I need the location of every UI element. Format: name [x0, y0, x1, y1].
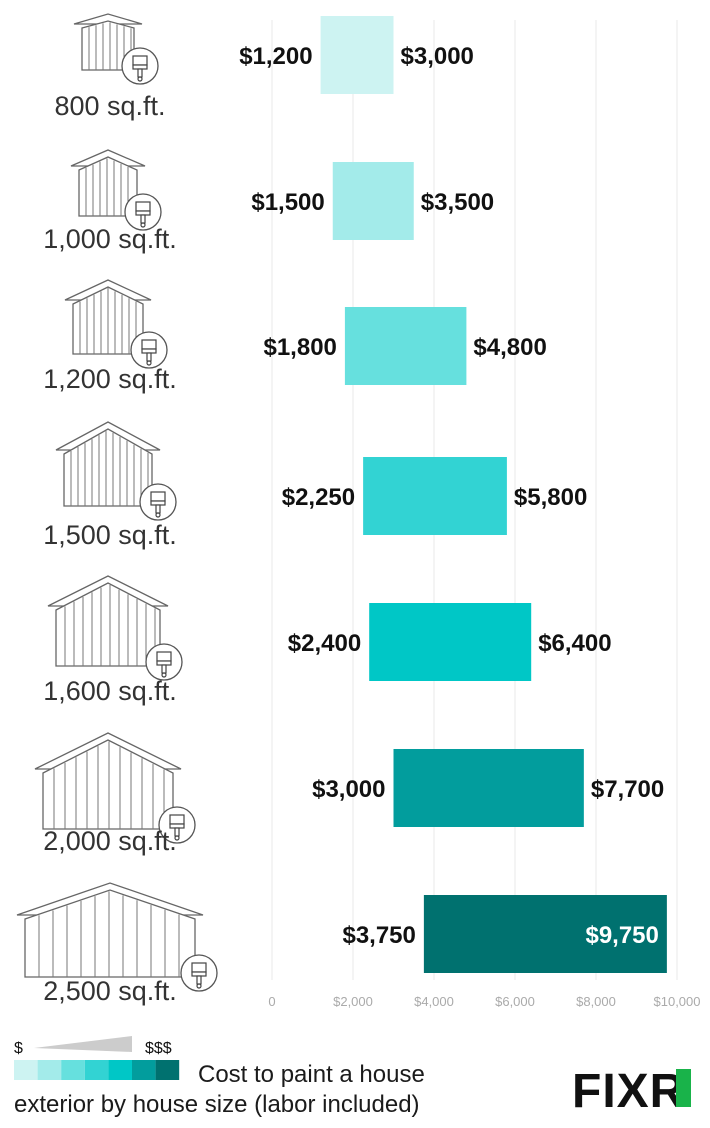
x-tick-label: 0 — [268, 994, 275, 1009]
high-value-label: $4,800 — [473, 334, 546, 361]
house-icon — [47, 575, 169, 667]
bars-layer — [320, 16, 667, 973]
low-value-label: $1,800 — [263, 334, 336, 361]
x-tick-label: $8,000 — [576, 994, 616, 1009]
house-size-label: 1,000 sq.ft. — [43, 224, 177, 254]
legend-swatch — [132, 1060, 156, 1080]
labels-layer: $1,200 $3,000 $1,500 $3,500 $1,800 $4,800 $2,2… — [239, 43, 664, 949]
paint-brush-icon — [145, 643, 183, 681]
legend-swatch — [108, 1060, 132, 1080]
house-size-label: 2,000 sq.ft. — [43, 826, 177, 856]
low-value-label: $1,500 — [251, 189, 324, 216]
high-value-label: $9,750 — [585, 922, 658, 949]
house-size-label: 1,600 sq.ft. — [43, 676, 177, 706]
house-icon — [73, 13, 143, 71]
legend-swatch — [155, 1060, 180, 1080]
range-bar — [363, 457, 507, 535]
paint-brush-icon — [158, 806, 196, 844]
legend-swatches — [14, 1060, 180, 1080]
high-value-label: $6,400 — [538, 630, 611, 657]
low-value-label: $2,250 — [282, 484, 355, 511]
x-tick-label: $10,000 — [654, 994, 701, 1009]
fixr-logo: FIXR — [572, 1065, 691, 1118]
low-value-label: $3,000 — [312, 776, 385, 803]
paint-brush-icon — [139, 483, 177, 521]
range-bar — [393, 749, 584, 827]
range-bar — [423, 895, 667, 973]
legend-swatch — [14, 1060, 38, 1080]
legend-swatch — [37, 1060, 62, 1080]
range-bar — [369, 603, 532, 681]
house-size-label: 800 sq.ft. — [54, 91, 165, 121]
range-bar — [344, 307, 467, 385]
legend-high-label: $$$ — [145, 1040, 172, 1057]
house-icon — [55, 421, 161, 507]
x-tick-label: $4,000 — [414, 994, 454, 1009]
legend-swatch — [84, 1060, 109, 1080]
range-bar — [320, 16, 394, 94]
paint-brush-icon — [121, 47, 159, 85]
houses-layer: 800 sq.ft. 1,000 sq.ft. 1,200 sq.ft. 1,500 … — [16, 13, 218, 1006]
low-value-label: $2,400 — [288, 630, 361, 657]
legend-low-label: $ — [14, 1040, 23, 1057]
house-size-label: 1,500 sq.ft. — [43, 520, 177, 550]
house-size-label: 1,200 sq.ft. — [43, 364, 177, 394]
x-tick-label: $6,000 — [495, 994, 535, 1009]
paint-brush-icon — [180, 954, 218, 992]
house-icon — [16, 882, 204, 978]
high-value-label: $3,500 — [421, 189, 494, 216]
house-icon — [70, 149, 146, 217]
high-value-label: $5,800 — [514, 484, 587, 511]
house-icon — [64, 279, 152, 355]
x-axis-ticks: 0 $2,000 $4,000 $6,000 $8,000 $10,000 — [268, 994, 700, 1009]
logo-wordmark: FIXR — [572, 1065, 685, 1118]
paint-brush-icon — [124, 193, 162, 231]
x-tick-label: $2,000 — [333, 994, 373, 1009]
high-value-label: $3,000 — [401, 43, 474, 70]
legend-wedge — [34, 1036, 132, 1052]
house-icon — [34, 732, 182, 830]
low-value-label: $3,750 — [342, 922, 415, 949]
high-value-label: $7,700 — [591, 776, 664, 803]
legend-title-line-1: Cost to paint a house — [198, 1061, 425, 1088]
legend: $ $$$ Cost to paint a house exterior by … — [14, 1036, 425, 1118]
paint-brush-icon — [130, 331, 168, 369]
house-size-label: 2,500 sq.ft. — [43, 976, 177, 1006]
range-bar — [332, 162, 414, 240]
legend-swatch — [61, 1060, 85, 1080]
logo-accent — [676, 1069, 691, 1107]
low-value-label: $1,200 — [239, 43, 312, 70]
legend-title-line-2: exterior by house size (labor included) — [14, 1091, 420, 1118]
